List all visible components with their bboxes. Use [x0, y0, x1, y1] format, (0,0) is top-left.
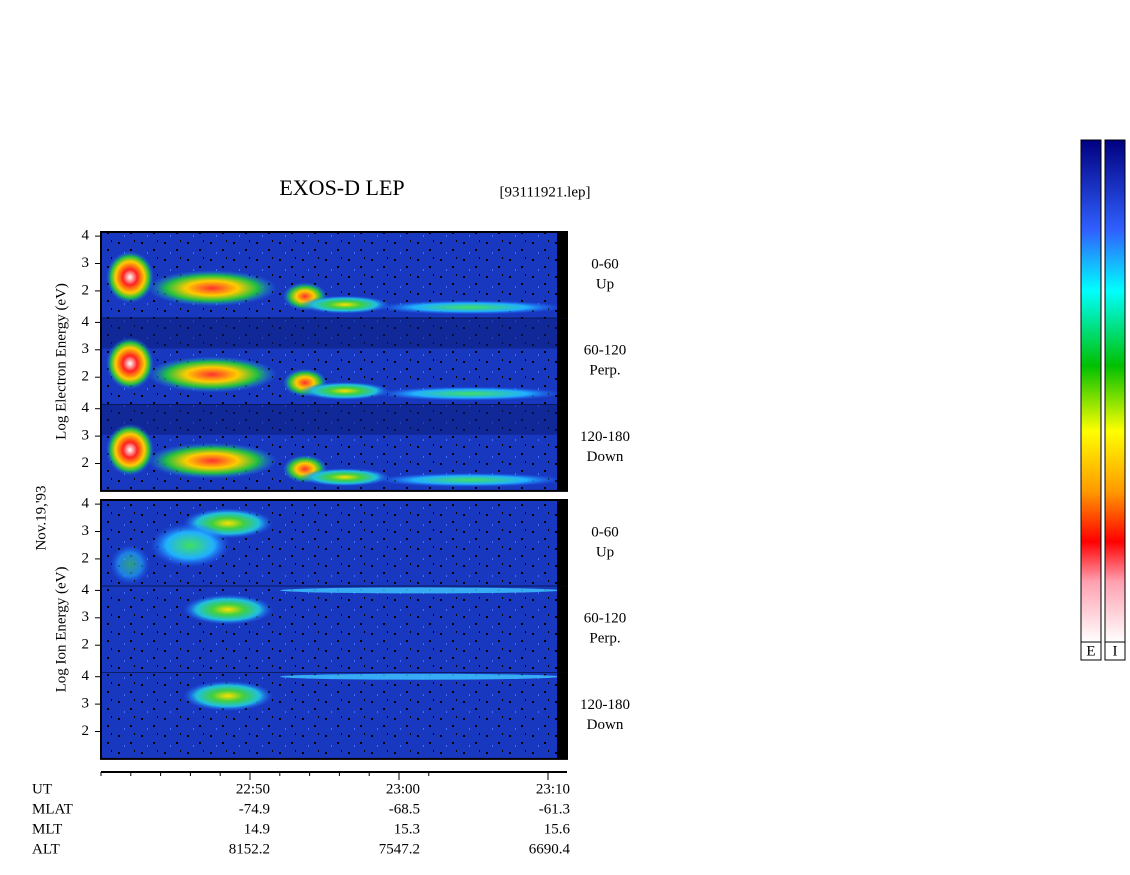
footer-value: 23:10 [536, 781, 570, 797]
footer-value: 15.6 [544, 821, 571, 837]
footer-value: 14.9 [244, 821, 270, 837]
y-tick-label: 2 [82, 455, 90, 471]
flux-blob [150, 523, 230, 568]
channel-direction: Down [587, 717, 624, 733]
channel-direction: Up [596, 276, 614, 292]
footer-value: 6690.4 [529, 841, 571, 857]
flux-blob [300, 295, 390, 314]
footer-label: MLAT [32, 801, 73, 817]
channel-angle: 60-120 [584, 343, 627, 359]
flux-blob [300, 381, 390, 400]
data-gap [557, 318, 567, 405]
footer-value: -61.3 [539, 801, 570, 817]
y-axis-label: Log Ion Energy (eV) [53, 566, 69, 692]
data-gap [557, 404, 567, 491]
file-name: [93111921.lep] [500, 184, 591, 200]
colorbar-label-box [1080, 641, 1102, 661]
footer-value: 23:00 [386, 781, 420, 797]
spectrogram-noise [101, 672, 567, 759]
y-tick-label: 4 [82, 668, 90, 684]
y-tick-label: 4 [82, 400, 90, 416]
footer-value: 8152.2 [229, 841, 270, 857]
data-gap [557, 672, 567, 759]
flux-blob [106, 423, 154, 476]
channel-angle: 120-180 [580, 697, 630, 713]
flux-tail [375, 386, 565, 401]
y-tick-label: 3 [82, 696, 90, 712]
y-tick-label: 2 [82, 550, 90, 566]
title: EXOS-D LEP [279, 175, 404, 200]
spectrogram-noise [101, 586, 567, 673]
y-tick-label: 2 [82, 369, 90, 385]
channel-angle: 120-180 [580, 429, 630, 445]
footer-label: MLT [32, 821, 62, 837]
channel-direction: Up [596, 544, 614, 560]
dark-region [101, 318, 567, 349]
flux-blob [106, 251, 154, 304]
flux-blob [183, 594, 273, 625]
panel-frame [100, 499, 568, 760]
y-tick-label: 2 [82, 282, 90, 298]
flux-blob [300, 468, 390, 487]
flux-line [280, 587, 560, 594]
flux-tail [375, 472, 565, 487]
footer-value: 22:50 [236, 781, 270, 797]
flux-blob [147, 442, 277, 479]
y-tick-label: 4 [82, 228, 90, 244]
channel-angle: 60-120 [584, 611, 627, 627]
y-tick-label: 3 [82, 523, 90, 539]
channel-direction: Perp. [589, 363, 620, 379]
flux-blob [110, 544, 150, 585]
footer-label: ALT [32, 841, 60, 857]
y-tick-label: 4 [82, 582, 90, 598]
colorbar-label: E [1086, 643, 1095, 659]
data-gap [557, 500, 567, 587]
y-tick-label: 4 [82, 496, 90, 512]
colorbar-label-box [1104, 641, 1126, 661]
y-axis-label: Log Electron Energy (eV) [53, 283, 69, 440]
flux-blob [147, 270, 277, 307]
footer-value: -74.9 [239, 801, 270, 817]
dark-region [101, 404, 567, 435]
footer-value: 15.3 [394, 821, 420, 837]
colorbar [1104, 139, 1126, 643]
plots: Log Electron Energy (eV) 2 3 4 0-60 Up 2 3 4 60-1… [32, 228, 630, 858]
data-gap [557, 586, 567, 673]
y-tick-label: 3 [82, 341, 90, 357]
footer-value: -68.5 [389, 801, 420, 817]
channel-direction: Down [587, 449, 624, 465]
footer-label: UT [32, 781, 52, 797]
colorbar-label: I [1113, 643, 1118, 659]
footer-value: 7547.2 [379, 841, 420, 857]
channel-direction: Perp. [589, 631, 620, 647]
panel-frame [100, 231, 568, 492]
flux-blob [106, 337, 154, 390]
data-gap [557, 232, 567, 319]
flux-line [280, 673, 560, 680]
flux-blob [147, 356, 277, 393]
date: Nov.19,'93 [33, 485, 49, 550]
flux-tail [375, 300, 565, 315]
channel-angle: 0-60 [591, 524, 619, 540]
y-tick-label: 4 [82, 314, 90, 330]
y-tick-label: 3 [82, 255, 90, 271]
y-tick-label: 3 [82, 609, 90, 625]
channel-angle: 0-60 [591, 256, 619, 272]
flux-blob [183, 680, 273, 711]
y-tick-label: 2 [82, 723, 90, 739]
y-tick-label: 3 [82, 428, 90, 444]
colorbar [1080, 139, 1102, 643]
y-tick-label: 2 [82, 637, 90, 653]
